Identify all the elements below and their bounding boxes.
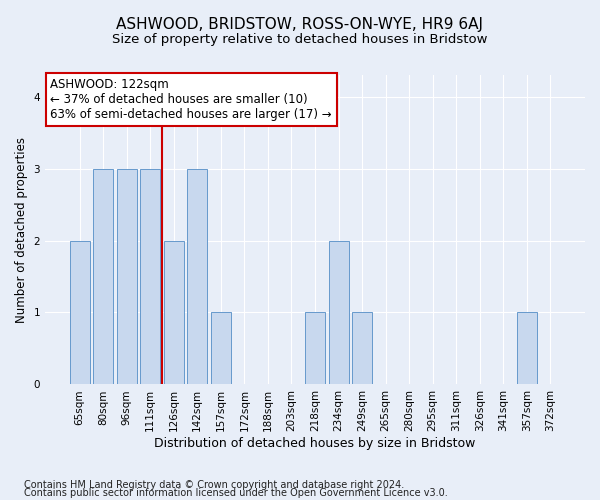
Text: ASHWOOD, BRIDSTOW, ROSS-ON-WYE, HR9 6AJ: ASHWOOD, BRIDSTOW, ROSS-ON-WYE, HR9 6AJ [116,18,484,32]
Bar [352,312,372,384]
Bar [517,312,537,384]
Y-axis label: Number of detached properties: Number of detached properties [15,136,28,322]
Bar [305,312,325,384]
Bar [116,168,137,384]
Bar [164,240,184,384]
Bar [329,240,349,384]
X-axis label: Distribution of detached houses by size in Bridstow: Distribution of detached houses by size … [154,437,476,450]
Bar [93,168,113,384]
Bar [140,168,160,384]
Bar [211,312,231,384]
Bar [187,168,208,384]
Text: Contains public sector information licensed under the Open Government Licence v3: Contains public sector information licen… [24,488,448,498]
Text: ASHWOOD: 122sqm
← 37% of detached houses are smaller (10)
63% of semi-detached h: ASHWOOD: 122sqm ← 37% of detached houses… [50,78,332,121]
Text: Size of property relative to detached houses in Bridstow: Size of property relative to detached ho… [112,32,488,46]
Text: Contains HM Land Registry data © Crown copyright and database right 2024.: Contains HM Land Registry data © Crown c… [24,480,404,490]
Bar [70,240,89,384]
